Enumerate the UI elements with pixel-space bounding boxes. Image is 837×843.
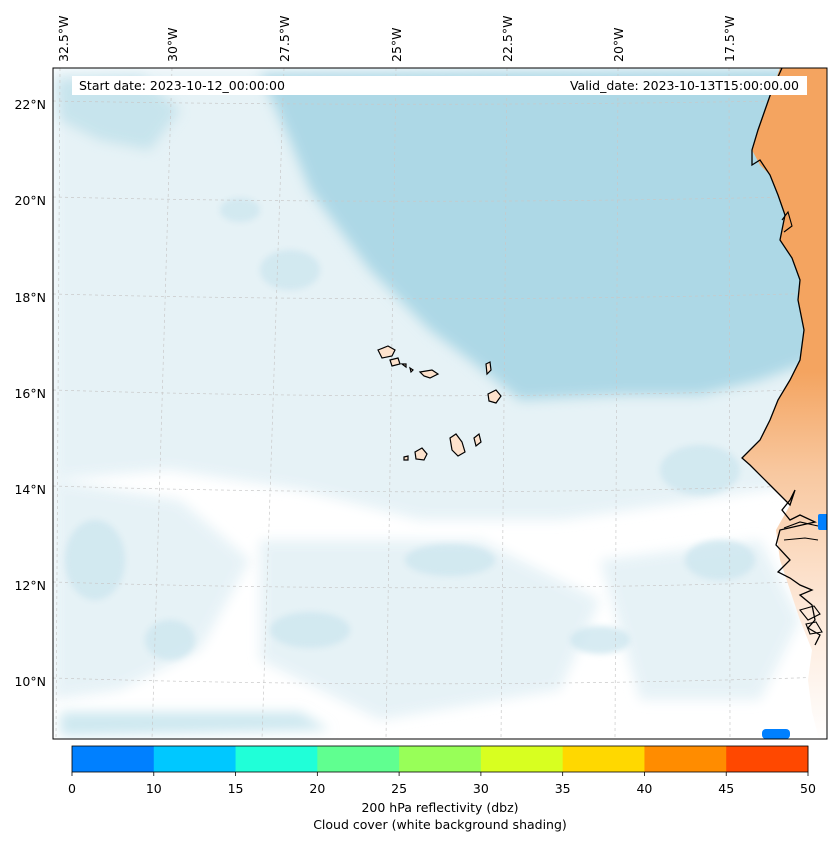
colorbar-segment [480, 746, 564, 772]
lat-label-22n: 22°N [14, 97, 46, 112]
lon-label-25w: 25°W [389, 27, 404, 62]
lon-label-27-5w: 27.5°W [277, 15, 292, 62]
colorbar-segment [317, 746, 400, 772]
lat-label-10n: 10°N [14, 674, 46, 689]
colorbar-tick-label: 25 [391, 781, 408, 796]
start-date: Start date: 2023-10-12_00:00:00 [79, 78, 285, 93]
lat-label-12n: 12°N [14, 578, 46, 593]
colorbar-tick-label: 30 [472, 781, 489, 796]
colorbar-tick-label: 10 [145, 781, 162, 796]
africa-coastline [741, 68, 821, 646]
lon-label-20w: 20°W [611, 27, 626, 62]
date-header: Start date: 2023-10-12_00:00:00 Valid_da… [72, 76, 807, 95]
map-frame [52, 67, 828, 740]
lat-label-18n: 18°N [14, 290, 46, 305]
colorbar-segment [562, 746, 645, 772]
colorbar-tick-label: 20 [309, 781, 326, 796]
lon-label-32-5w: 32.5°W [56, 15, 71, 62]
gambia-border [783, 521, 819, 541]
colorbar-tick-label: 40 [636, 781, 653, 796]
senegal-river-border [781, 210, 793, 233]
colorbar-tick-label: 50 [800, 781, 816, 796]
africa-landmass [742, 68, 827, 739]
valid-date: Valid_date: 2023-10-13T15:00:00.00 [569, 78, 799, 93]
colorbar [72, 746, 809, 772]
lat-label-16n: 16°N [14, 386, 46, 401]
lat-label-20n: 20°N [14, 193, 46, 208]
graticule [53, 68, 827, 739]
cape-verde-islands [377, 345, 502, 461]
cloud-cover-patches [65, 198, 755, 660]
colorbar-segment [399, 746, 482, 772]
lon-label-17-5w: 17.5°W [722, 15, 737, 62]
lon-label-30w: 30°W [165, 27, 180, 62]
colorbar-segment [644, 746, 727, 772]
lat-label-14n: 14°N [14, 482, 46, 497]
guinea-bissau-islands [799, 605, 823, 635]
colorbar-frame [71, 745, 809, 773]
colorbar-segment [235, 746, 318, 772]
colorbar-tick-label: 0 [68, 781, 76, 796]
colorbar-segment [153, 746, 237, 772]
lon-label-22-5w: 22.5°W [500, 15, 515, 62]
colorbar-tick-label: 45 [718, 781, 735, 796]
reflectivity-echoes [762, 514, 827, 739]
colorbar-segment [72, 746, 155, 772]
colorbar-title: 200 hPa reflectivity (dbz) [361, 800, 519, 815]
colorbar-tick-label: 15 [227, 781, 244, 796]
colorbar-subtitle: Cloud cover (white background shading) [313, 817, 567, 832]
colorbar-tick-label: 35 [554, 781, 571, 796]
colorbar-segment [726, 746, 809, 772]
